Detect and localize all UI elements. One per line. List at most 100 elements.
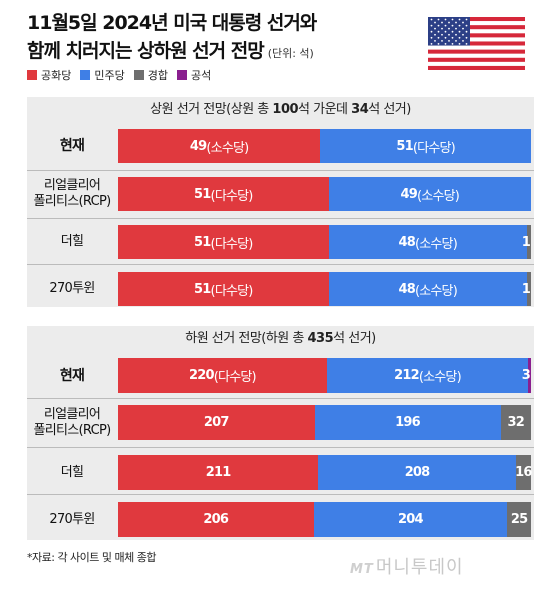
bar-note-label: (다수당)	[210, 188, 254, 204]
house-header: 하원 선거 전망(하원 총 435석 선거)	[27, 326, 534, 352]
flag-star	[430, 36, 433, 39]
bar-value-label: 48	[398, 281, 415, 297]
bar-value-label: 196	[395, 415, 421, 430]
bar-segment-rep: 51 (다수당)	[118, 225, 329, 259]
flag-stripe	[428, 41, 525, 46]
legend-swatch	[27, 70, 37, 80]
bar-segment-rep: 207	[118, 405, 315, 440]
stacked-bar: 206 204 25	[118, 502, 531, 537]
bar-segment-toss: 25	[507, 502, 531, 537]
flag-star	[437, 43, 440, 45]
stacked-bar: 51 (다수당) 48 (소수당) 1	[118, 272, 531, 306]
flag-star	[430, 18, 433, 21]
stacked-bar: 207 196 32	[118, 405, 531, 440]
stacked-bar: 220 (다수당) 212 (소수당) 3	[118, 358, 531, 393]
legend-swatch	[80, 70, 91, 80]
flag-star	[434, 39, 436, 42]
bar-segment-toss: 1	[522, 272, 531, 306]
title-line-2-text: 함께 치러지는 상하원 선거 전망	[27, 40, 265, 62]
title-line-1: 11월5일 2024년 미국 대통령 선거와	[27, 12, 317, 34]
row-divider	[27, 218, 534, 219]
stacked-bar: 51 (다수당) 49 (소수당)	[118, 177, 531, 211]
bar-note-label: (소수당)	[414, 283, 458, 299]
header-text: 상원 선거 전망(상원 총	[150, 102, 273, 117]
flag-star	[451, 30, 454, 33]
bar-note-label: (소수당)	[414, 236, 458, 252]
bar-segment-dem: 49 (소수당)	[328, 177, 531, 211]
flag-star	[451, 24, 454, 27]
flag-star	[434, 21, 436, 24]
legend-swatch	[133, 70, 144, 80]
legend-item: 경합	[133, 67, 168, 83]
header-text: 석 선거)	[333, 331, 376, 346]
bar-note-label: (다수당)	[412, 140, 456, 156]
flag-star	[444, 30, 447, 33]
row-label: 리얼클리어 폴리티스(RCP)	[33, 406, 112, 438]
flag-stripe	[428, 33, 525, 38]
flag-stripe	[428, 57, 525, 63]
flag-star	[448, 33, 450, 36]
flag-star	[441, 21, 443, 24]
bar-segment-vacant: 3	[522, 358, 531, 393]
flag-star	[465, 36, 468, 39]
row-label: 더힐	[60, 234, 84, 249]
bar-segment-dem: 204	[313, 502, 508, 537]
flag-star	[448, 27, 450, 30]
row-label: 270투윈	[49, 511, 95, 527]
flag-star	[441, 33, 443, 36]
bar-segment-rep: 51 (다수당)	[118, 272, 329, 306]
bar-segment-rep: 220 (다수당)	[118, 358, 327, 393]
stacked-bar: 51 (다수당) 48 (소수당) 1	[118, 225, 531, 259]
publisher-logo: MT 머니투데이	[350, 553, 464, 579]
row-label: 더힐	[60, 464, 84, 480]
legend-label: 공석	[191, 69, 212, 82]
row-divider	[27, 494, 534, 495]
legend-item: 공화당	[27, 67, 71, 83]
flag-star	[444, 36, 447, 39]
flag-star	[437, 24, 440, 27]
row-divider	[27, 398, 534, 399]
flag-star	[441, 39, 443, 42]
flag-star	[451, 36, 454, 39]
flag-star	[465, 30, 468, 33]
flag-star	[455, 33, 457, 36]
chart-title: 11월5일 2024년 미국 대통령 선거와 함께 치러지는 상하원 선거 전망…	[27, 9, 317, 68]
row-label: 현재	[59, 367, 85, 384]
header-text: 435	[307, 331, 334, 346]
bar-segment-dem: 48 (소수당)	[328, 225, 527, 259]
flag-stripe	[428, 37, 525, 42]
bar-segment-toss: 1	[522, 225, 531, 259]
bar-segment-rep: 49 (소수당)	[118, 129, 321, 163]
unit-label: (단위: 석)	[267, 47, 314, 60]
flag-star	[462, 27, 464, 30]
legend-item: 민주당	[80, 67, 125, 83]
flag-star	[458, 30, 461, 33]
logo-mark: MT	[350, 562, 374, 577]
us-flag-icon	[428, 17, 525, 70]
flag-stripe	[428, 29, 525, 34]
flag-star	[437, 30, 440, 33]
flag-star	[458, 43, 461, 45]
flag-star	[444, 18, 447, 21]
legend: 공화당 민주당 경합 공석	[27, 67, 211, 83]
flag-stripe	[428, 21, 525, 26]
row-label: 리얼클리어 폴리티스(RCP)	[33, 178, 112, 209]
bar-segment-rep: 206	[118, 502, 314, 537]
flag-star	[448, 21, 450, 24]
legend-label: 경합	[147, 69, 168, 82]
source-footnote: *자료: 각 사이트 및 매체 종합	[27, 551, 157, 564]
bar-value-label: 211	[205, 465, 232, 480]
bar-value-label: 204	[398, 512, 424, 527]
header-text: 석 가운데	[298, 102, 352, 117]
flag-star	[437, 18, 440, 21]
title-line-2: 함께 치러지는 상하원 선거 전망 (단위: 석)	[27, 37, 316, 68]
stacked-bar: 49 (소수당) 51 (다수당)	[118, 129, 531, 163]
flag-star	[430, 24, 433, 27]
bar-value-label: 208	[404, 465, 431, 480]
row-label: 270투윈	[49, 281, 95, 296]
bar-value-label: 32	[507, 415, 525, 430]
flag-star	[458, 36, 461, 39]
bar-value-label: 16	[515, 465, 532, 480]
bar-value-label: 49	[189, 138, 207, 154]
row-divider	[27, 447, 534, 448]
